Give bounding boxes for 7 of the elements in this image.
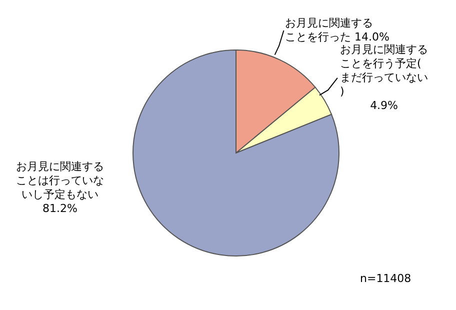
- data-label: 4.9%: [370, 98, 398, 112]
- pie-slice: [132, 50, 340, 256]
- slice-label: お月見に関連することを行う予定(まだ行っていない): [340, 42, 428, 98]
- slice-label: お月見に関連することを行った 14.0%: [285, 16, 390, 44]
- data-label: 81.2%: [42, 202, 78, 216]
- text: n=11408: [360, 272, 412, 285]
- slice-label: お月見に関連することは行っていないし予定もない: [16, 160, 104, 202]
